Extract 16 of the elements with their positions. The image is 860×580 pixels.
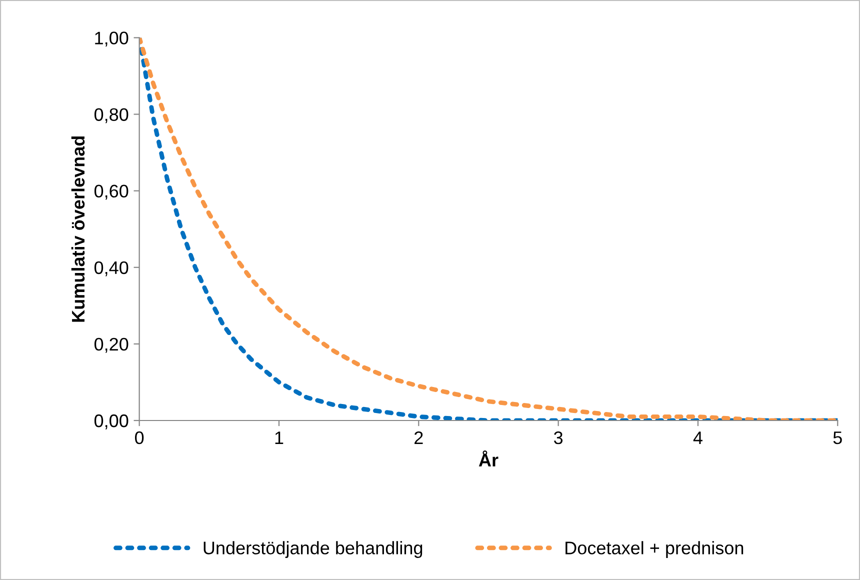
x-tick-label: 1 bbox=[275, 432, 284, 444]
y-tick-label: 0,20 bbox=[94, 338, 128, 353]
y-tick-label: 0,60 bbox=[94, 184, 128, 200]
legend-label: Understödjande behandling bbox=[204, 541, 422, 558]
y-tick-label: 0,00 bbox=[94, 414, 128, 430]
x-tick-label: 0 bbox=[135, 431, 144, 444]
x-tick-label: 2 bbox=[414, 431, 423, 444]
y-tick-label: 0,80 bbox=[94, 108, 128, 124]
legend-label: Docetaxel + prednison bbox=[566, 541, 744, 558]
y-tick-label: 0,40 bbox=[94, 261, 128, 276]
y-axis-title: Kumulativ överlevnad bbox=[71, 136, 85, 322]
x-tick-label: 5 bbox=[833, 432, 842, 444]
x-tick-label: 3 bbox=[554, 431, 563, 444]
x-axis-title: År bbox=[478, 450, 498, 466]
x-tick-label: 4 bbox=[693, 432, 702, 444]
y-tick-label: 1,00 bbox=[95, 32, 128, 47]
